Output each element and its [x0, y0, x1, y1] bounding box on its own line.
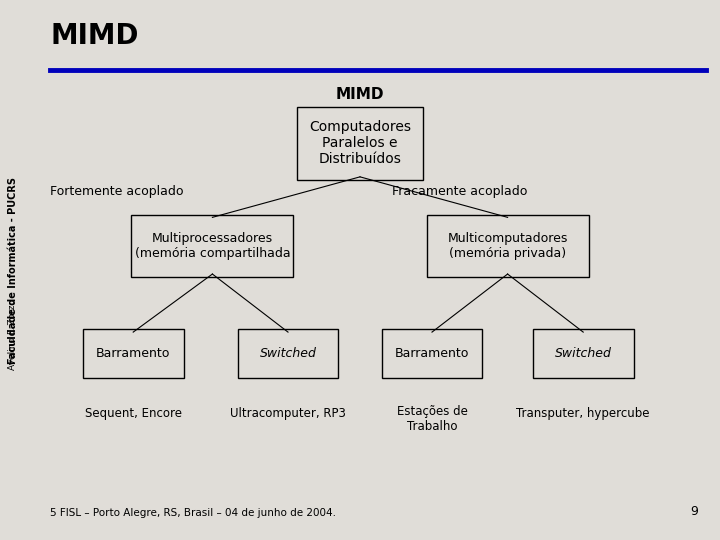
Text: 9: 9 — [690, 505, 698, 518]
FancyBboxPatch shape — [83, 329, 184, 378]
Text: Barramento: Barramento — [96, 347, 171, 360]
Text: Transputer, hypercube: Transputer, hypercube — [516, 407, 650, 420]
FancyBboxPatch shape — [382, 329, 482, 378]
Text: Fracamente acoplado: Fracamente acoplado — [392, 185, 528, 198]
FancyBboxPatch shape — [297, 106, 423, 179]
Text: Sequent, Encore: Sequent, Encore — [85, 407, 181, 420]
FancyBboxPatch shape — [533, 329, 634, 378]
Text: 5 FISL – Porto Alegre, RS, Brasil – 04 de junho de 2004.: 5 FISL – Porto Alegre, RS, Brasil – 04 d… — [50, 508, 336, 518]
FancyBboxPatch shape — [426, 214, 588, 276]
Text: Switched: Switched — [555, 347, 611, 360]
Text: Switched: Switched — [260, 347, 316, 360]
Text: Multicomputadores
(memória privada): Multicomputadores (memória privada) — [447, 232, 568, 260]
Text: Faculdade de Informática - PUCRS: Faculdade de Informática - PUCRS — [8, 177, 18, 363]
Text: Avelino F. Zorzo: Avelino F. Zorzo — [9, 299, 17, 370]
Text: Ultracomputer, RP3: Ultracomputer, RP3 — [230, 407, 346, 420]
Text: Fortemente acoplado: Fortemente acoplado — [50, 185, 184, 198]
FancyBboxPatch shape — [238, 329, 338, 378]
FancyBboxPatch shape — [132, 214, 294, 276]
Text: MIMD: MIMD — [50, 22, 139, 50]
Text: Estações de
Trabalho: Estações de Trabalho — [397, 404, 467, 433]
Text: Multiprocessadores
(memória compartilhada: Multiprocessadores (memória compartilhad… — [135, 232, 290, 260]
Text: Barramento: Barramento — [395, 347, 469, 360]
Text: MIMD: MIMD — [336, 87, 384, 102]
Text: Computadores
Paralelos e
Distribuídos: Computadores Paralelos e Distribuídos — [309, 120, 411, 166]
